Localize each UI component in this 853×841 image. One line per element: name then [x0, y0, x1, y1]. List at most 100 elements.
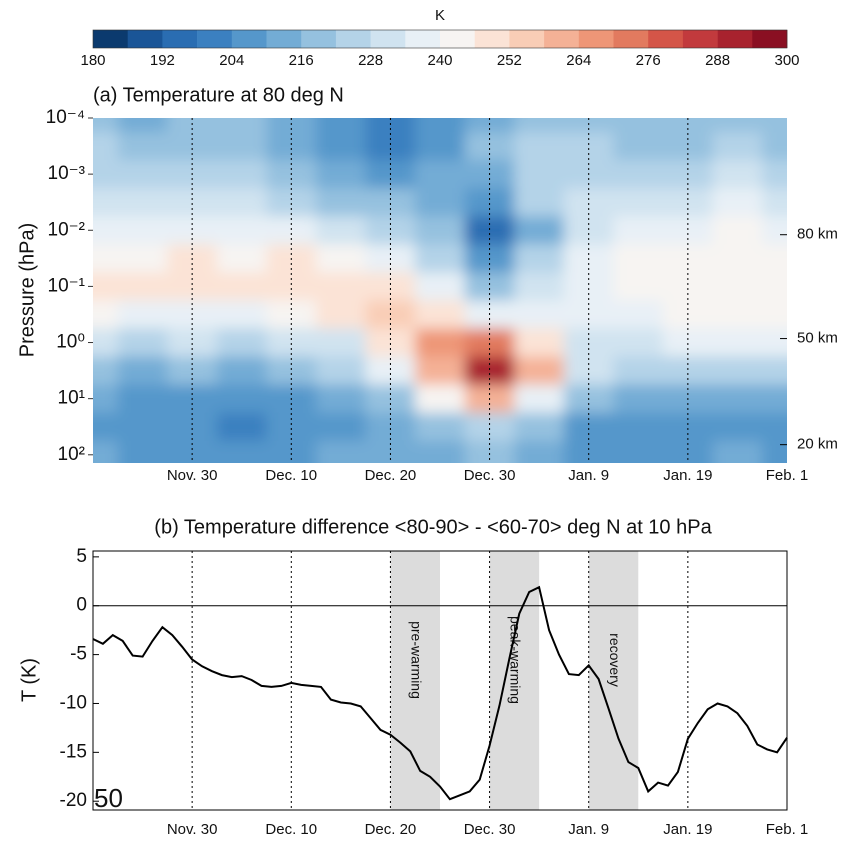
- heat-cell: [712, 132, 763, 161]
- heat-cell: [563, 188, 614, 217]
- colorbar-segment: [578, 30, 614, 48]
- heat-cell: [712, 440, 763, 463]
- colorbar-tick-label: 240: [427, 52, 452, 69]
- heat-cell: [316, 440, 367, 463]
- heat-cell: [712, 188, 763, 217]
- heat-cell: [316, 160, 367, 189]
- heat-cell: [762, 384, 787, 414]
- colorbar-segment: [335, 30, 371, 48]
- heat-cell: [316, 118, 367, 133]
- heat-cell: [514, 132, 565, 161]
- heat-cell: [613, 118, 664, 133]
- heatmap: [93, 118, 787, 463]
- colorbar-tick-label: 204: [219, 52, 244, 69]
- heat-cell: [415, 132, 466, 161]
- colorbar-segment: [301, 30, 337, 48]
- heat-cell: [613, 412, 664, 442]
- heat-cell: [663, 272, 714, 301]
- heat-cell: [93, 300, 119, 329]
- heat-cell: [464, 412, 515, 442]
- colorbar-label: K: [435, 7, 445, 24]
- colorbar-segment: [717, 30, 753, 48]
- heat-cell: [464, 440, 515, 463]
- heat-cell: [216, 356, 267, 386]
- y-tick-label: 10⁻⁴: [46, 107, 85, 128]
- colorbar-segment: [162, 30, 198, 48]
- x-tick-label: Jan. 9: [568, 821, 609, 838]
- heat-cell: [514, 160, 565, 189]
- heat-cell: [216, 188, 267, 217]
- heat-cell: [316, 356, 367, 386]
- colorbar-segment: [682, 30, 718, 48]
- shaded-band: [390, 551, 440, 810]
- heat-cell: [663, 188, 714, 217]
- heat-cell: [415, 328, 466, 358]
- heat-cell: [216, 118, 267, 133]
- heat-cell: [167, 440, 218, 463]
- heat-cell: [216, 384, 267, 414]
- y-tick-label: -15: [60, 741, 87, 762]
- heat-cell: [316, 244, 367, 273]
- colorbar-segment: [127, 30, 163, 48]
- heat-cell: [117, 300, 168, 329]
- heat-cell: [117, 118, 168, 133]
- heat-cell: [167, 188, 218, 217]
- heat-cell: [266, 272, 317, 301]
- x-tick-label: Feb. 1: [766, 467, 809, 484]
- heat-cell: [464, 272, 515, 301]
- x-tick-label: Dec. 10: [265, 821, 317, 838]
- heat-cell: [514, 300, 565, 329]
- heat-cell: [365, 216, 416, 245]
- heat-cell: [514, 188, 565, 217]
- heat-cell: [93, 356, 119, 386]
- heat-cell: [415, 272, 466, 301]
- colorbar-tick-label: 192: [150, 52, 175, 69]
- colorbar-tick-label: 264: [566, 52, 591, 69]
- heat-cell: [316, 328, 367, 358]
- heat-cell: [712, 160, 763, 189]
- y-tick-label: -10: [60, 692, 87, 713]
- heat-cell: [266, 216, 317, 245]
- heat-cell: [266, 188, 317, 217]
- heatmap-area: [93, 118, 787, 463]
- heat-cell: [613, 440, 664, 463]
- heat-cell: [266, 328, 317, 358]
- plot-frame: [92, 550, 788, 811]
- heat-cell: [316, 188, 367, 217]
- heat-cell: [216, 244, 267, 273]
- heat-cell: [216, 272, 267, 301]
- x-tick-label: Dec. 20: [365, 821, 417, 838]
- heat-cell: [266, 412, 317, 442]
- heat-cell: [316, 132, 367, 161]
- heat-cell: [93, 412, 119, 442]
- heat-cell: [563, 440, 614, 463]
- shaded-band: [588, 551, 639, 810]
- heat-cell: [216, 440, 267, 463]
- heat-cell: [663, 356, 714, 386]
- heat-cell: [117, 440, 168, 463]
- band-label: recovery: [607, 633, 623, 687]
- heat-cell: [316, 272, 367, 301]
- altitude-tick-label: 20 km: [797, 436, 838, 453]
- heat-cell: [167, 328, 218, 358]
- heat-cell: [663, 328, 714, 358]
- heat-cell: [514, 216, 565, 245]
- heat-cell: [167, 272, 218, 301]
- colorbar-segment: [370, 30, 406, 48]
- heat-cell: [663, 412, 714, 442]
- colorbar-segment: [266, 30, 302, 48]
- heat-cell: [216, 412, 267, 442]
- heat-cell: [266, 118, 317, 133]
- heat-cell: [365, 272, 416, 301]
- heat-cell: [93, 272, 119, 301]
- line-series: [92, 585, 788, 801]
- heat-cell: [316, 216, 367, 245]
- heat-cell: [762, 328, 787, 358]
- y-tick-label: 0: [76, 595, 87, 616]
- heat-cell: [266, 356, 317, 386]
- heat-cell: [663, 132, 714, 161]
- y-tick-label: 10⁻¹: [48, 275, 86, 296]
- heat-cell: [93, 160, 119, 189]
- heat-cell: [762, 188, 787, 217]
- heat-cell: [464, 216, 515, 245]
